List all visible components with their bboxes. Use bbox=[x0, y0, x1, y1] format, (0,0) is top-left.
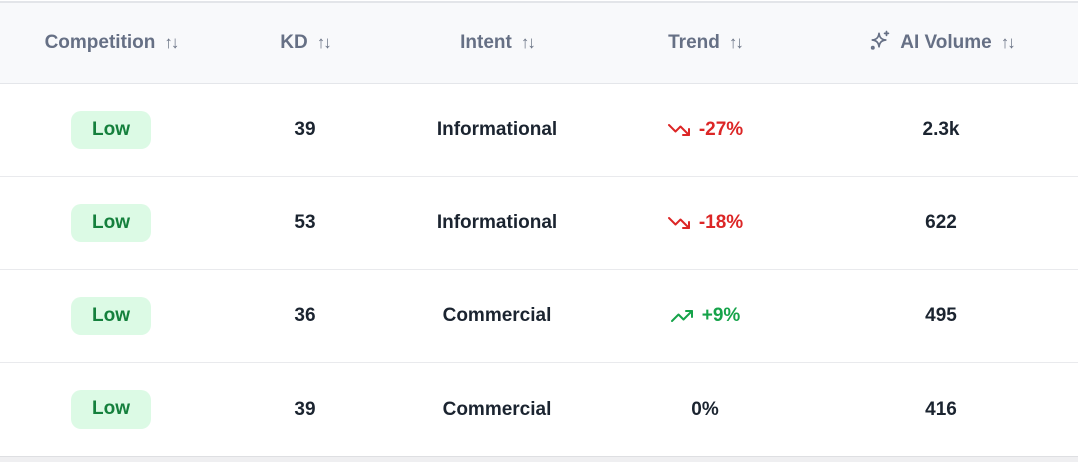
column-label-trend: Trend bbox=[668, 32, 720, 53]
trend-value: +9% bbox=[701, 305, 741, 326]
table-row: Low 39 Informational -27% 2.3k bbox=[0, 84, 1078, 177]
competition-cell: Low bbox=[0, 203, 222, 243]
ai-sparkle-icon bbox=[868, 29, 891, 58]
table-bottom-divider bbox=[0, 456, 1078, 462]
trending-down-icon bbox=[667, 124, 690, 136]
competition-badge: Low bbox=[71, 390, 151, 429]
competition-cell: Low bbox=[0, 110, 222, 150]
sort-icon[interactable]: ↑↓ bbox=[316, 33, 332, 52]
kd-cell: 36 bbox=[294, 305, 316, 326]
column-header-trend[interactable]: Trend ↑↓ bbox=[606, 32, 804, 54]
intent-cell: Informational bbox=[436, 212, 558, 233]
column-header-kd[interactable]: KD ↑↓ bbox=[222, 32, 388, 54]
column-label-intent: Intent bbox=[460, 32, 512, 53]
column-label-kd: KD bbox=[280, 32, 308, 53]
competition-badge: Low bbox=[71, 296, 151, 336]
sort-icon[interactable]: ↑↓ bbox=[520, 33, 536, 52]
trend-value: -18% bbox=[698, 212, 744, 233]
kd-cell: 53 bbox=[294, 212, 316, 233]
column-header-ai-volume[interactable]: AI Volume ↑↓ bbox=[804, 29, 1078, 58]
trend-value: -27% bbox=[698, 119, 744, 140]
kd-cell: 39 bbox=[294, 398, 316, 420]
column-label-ai-volume: AI Volume bbox=[900, 32, 992, 53]
table-header-row: Competition ↑↓ KD ↑↓ Intent ↑↓ Trend ↑↓ AI V… bbox=[0, 3, 1078, 84]
ai-volume-cell: 495 bbox=[925, 305, 957, 326]
competition-badge: Low bbox=[71, 203, 151, 243]
table-row: Low 36 Commercial +9% 495 bbox=[0, 270, 1078, 363]
trending-up-icon bbox=[670, 310, 693, 322]
sort-icon[interactable]: ↑↓ bbox=[728, 33, 744, 52]
trending-down-icon bbox=[667, 217, 690, 229]
intent-cell: Informational bbox=[436, 119, 558, 140]
trend-cell: 0% bbox=[606, 399, 804, 421]
trend-cell: -18% bbox=[606, 211, 804, 235]
competition-badge: Low bbox=[71, 110, 151, 150]
trend-value: 0% bbox=[691, 398, 719, 420]
column-label-competition: Competition bbox=[44, 32, 156, 53]
table-top-divider bbox=[0, 0, 1078, 3]
competition-cell: Low bbox=[0, 390, 222, 429]
intent-cell: Commercial bbox=[442, 398, 552, 420]
ai-volume-cell: 622 bbox=[925, 212, 957, 233]
column-header-intent[interactable]: Intent ↑↓ bbox=[388, 32, 606, 54]
table-row: Low 53 Informational -18% 622 bbox=[0, 177, 1078, 270]
table-row: Low 39 Commercial 0% 416 bbox=[0, 363, 1078, 456]
ai-volume-cell: 416 bbox=[925, 398, 957, 420]
column-header-competition[interactable]: Competition ↑↓ bbox=[0, 32, 222, 54]
keyword-table: Competition ↑↓ KD ↑↓ Intent ↑↓ Trend ↑↓ AI V… bbox=[0, 3, 1078, 456]
sort-icon[interactable]: ↑↓ bbox=[1000, 33, 1016, 52]
trend-cell: +9% bbox=[606, 304, 804, 328]
trend-cell: -27% bbox=[606, 118, 804, 142]
kd-cell: 39 bbox=[294, 119, 316, 140]
ai-volume-cell: 2.3k bbox=[922, 119, 960, 140]
sort-icon[interactable]: ↑↓ bbox=[164, 33, 179, 52]
competition-cell: Low bbox=[0, 296, 222, 336]
intent-cell: Commercial bbox=[442, 305, 552, 326]
